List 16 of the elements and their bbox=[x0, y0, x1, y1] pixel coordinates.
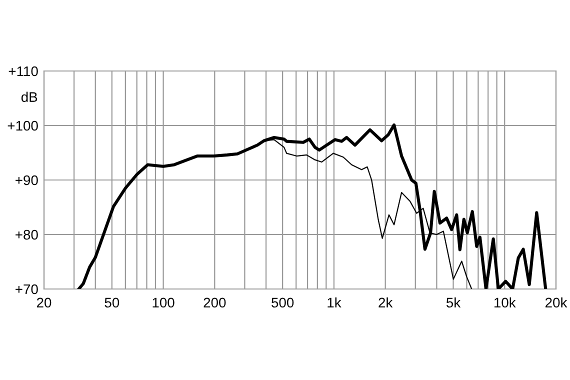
x-tick-label: 200 bbox=[204, 298, 226, 308]
y-tick-label: +90 bbox=[16, 175, 38, 186]
y-tick-label: +80 bbox=[16, 230, 38, 240]
x-tick-label: 20k bbox=[546, 297, 568, 308]
y-tick-label: +100 bbox=[8, 120, 38, 131]
x-tick-label: 5k bbox=[446, 297, 461, 308]
x-tick-label: 50 bbox=[104, 298, 120, 308]
x-tick-label: 10k bbox=[494, 297, 516, 308]
y-axis-title: dB bbox=[21, 92, 38, 102]
x-tick-label: 20 bbox=[36, 298, 52, 308]
x-tick-label: 500 bbox=[272, 298, 294, 308]
x-tick-label: 1k bbox=[328, 297, 342, 308]
y-tick-label: +110 bbox=[8, 66, 38, 76]
y-tick-label: +70 bbox=[16, 284, 38, 294]
x-tick-label: 100 bbox=[152, 298, 174, 308]
x-tick-label: 2k bbox=[378, 297, 393, 308]
